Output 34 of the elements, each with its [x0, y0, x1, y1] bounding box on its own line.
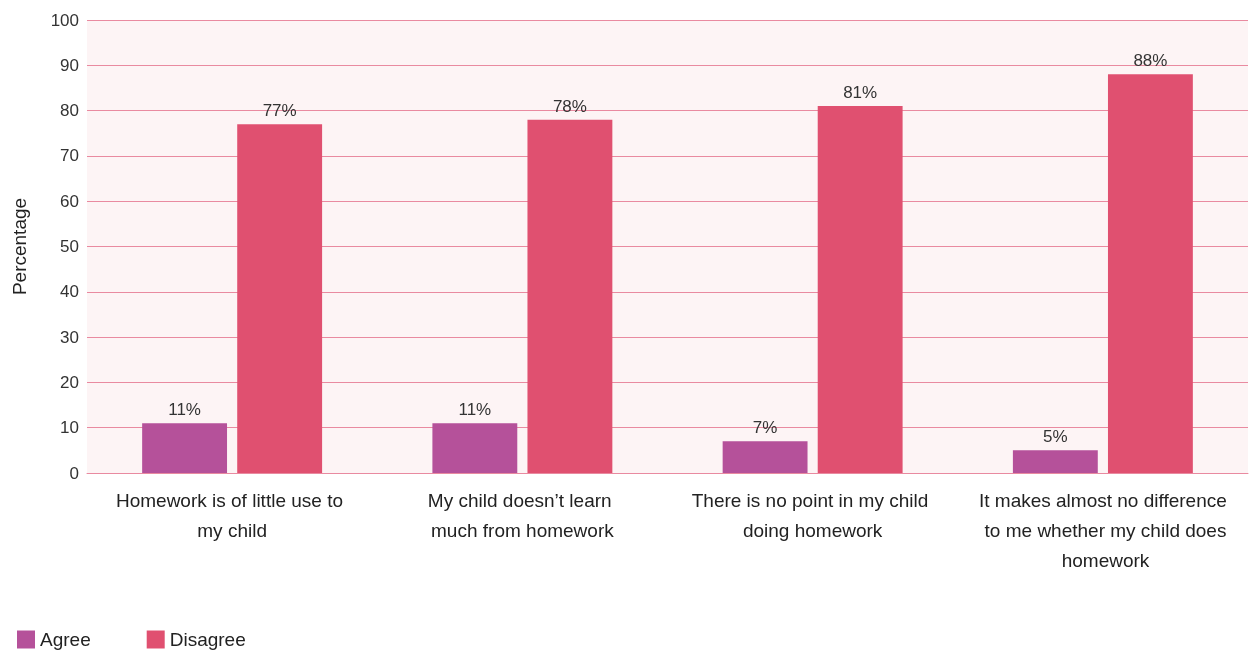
y-tick-label: 10 [60, 418, 79, 438]
y-tick-label: 80 [60, 101, 79, 121]
y-tick-label: 30 [60, 327, 79, 347]
bar [722, 441, 808, 473]
x-tick-label: Homework is of little use to my child [115, 489, 349, 541]
data-label: 78% [552, 96, 587, 116]
data-label: 81% [843, 83, 878, 103]
data-label: 77% [262, 101, 297, 121]
y-tick-label: 60 [60, 191, 79, 211]
y-tick-label: 100 [50, 10, 79, 30]
bar [1012, 450, 1098, 473]
legend-label: Disagree [169, 629, 246, 650]
x-tick-label: It makes almost no difference to me whether my child does homework [978, 489, 1227, 571]
legend-label: Agree [40, 629, 91, 650]
y-tick-label: 40 [60, 282, 79, 302]
y-axis-title: Percentage [9, 197, 30, 296]
y-tick-label: 50 [60, 237, 79, 256]
bar [527, 119, 613, 473]
bar [1107, 74, 1193, 473]
y-tick-label: 20 [60, 372, 79, 392]
y-tick-label: 70 [60, 146, 79, 166]
bar [142, 423, 228, 473]
y-tick-label: 0 [69, 463, 79, 483]
data-label: 11% [458, 400, 492, 420]
data-label: 5% [1043, 427, 1068, 447]
data-label: 88% [1133, 51, 1168, 71]
x-tick-label: There is no point in my child doing homework [691, 489, 934, 541]
data-label: 11% [168, 400, 201, 420]
x-tick-label: My child doesn’t learn much from homework [427, 489, 617, 541]
y-tick-label: 90 [60, 55, 79, 75]
bar [432, 423, 518, 473]
data-label: 7% [752, 418, 778, 438]
bar [237, 124, 323, 473]
bar [817, 106, 903, 473]
